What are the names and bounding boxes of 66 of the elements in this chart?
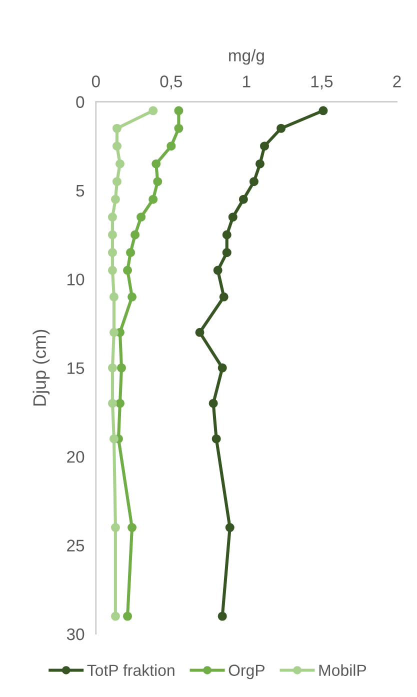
point [108, 248, 117, 258]
point [108, 212, 117, 222]
point [255, 159, 265, 168]
point [222, 230, 232, 240]
y-tick-label: 15 [68, 362, 84, 374]
point [238, 194, 248, 204]
point [212, 434, 221, 444]
point [108, 363, 117, 372]
point [109, 328, 118, 337]
point [260, 142, 270, 151]
point [128, 523, 137, 532]
point [110, 612, 120, 621]
point [318, 106, 328, 116]
point [195, 328, 204, 337]
y-tick-label: 25 [67, 540, 84, 552]
y-tick-label: 30 [66, 628, 84, 640]
x-tick-label: 2 [393, 76, 401, 88]
point [115, 398, 125, 408]
legend-label: OrgP [228, 664, 264, 680]
point [123, 266, 132, 275]
x-tick-label: 1,5 [311, 76, 333, 90]
point [153, 177, 162, 186]
point [225, 523, 234, 532]
point [123, 612, 132, 621]
point [130, 230, 140, 240]
point [108, 398, 117, 408]
point [148, 194, 158, 204]
x-axis-title: mg/g [229, 49, 264, 65]
y-tick-label: 0 [76, 96, 84, 108]
point [152, 159, 161, 168]
point [166, 142, 176, 151]
y-tick-label: 20 [67, 450, 84, 463]
point [276, 124, 286, 133]
point [213, 266, 222, 275]
point [218, 612, 227, 621]
y-axis-title: Djup (cm) [32, 330, 50, 406]
point [126, 248, 136, 258]
legend-label: MobilP [319, 664, 366, 676]
point [136, 212, 146, 222]
point [128, 292, 137, 302]
point [110, 523, 120, 532]
y-tick-label: 5 [76, 185, 84, 197]
point [108, 266, 117, 275]
point [109, 292, 118, 302]
point [115, 159, 125, 168]
x-tick-label: 0,5 [160, 76, 182, 90]
point [112, 177, 122, 186]
legend-label: TotP fraktion [87, 664, 174, 676]
point [219, 292, 228, 302]
point [208, 398, 218, 408]
point [228, 212, 238, 222]
y-tick-label: 10 [68, 274, 84, 286]
point [218, 363, 227, 372]
point [112, 142, 122, 151]
point [116, 363, 126, 372]
x-tick-label: 0 [92, 76, 100, 88]
point [174, 106, 184, 116]
point [148, 106, 158, 116]
point [249, 177, 258, 186]
point [174, 124, 184, 133]
x-tick-label: 1 [243, 76, 250, 88]
point [110, 194, 120, 204]
point [108, 230, 117, 240]
point [109, 434, 118, 444]
point [222, 248, 232, 258]
point [112, 124, 122, 133]
